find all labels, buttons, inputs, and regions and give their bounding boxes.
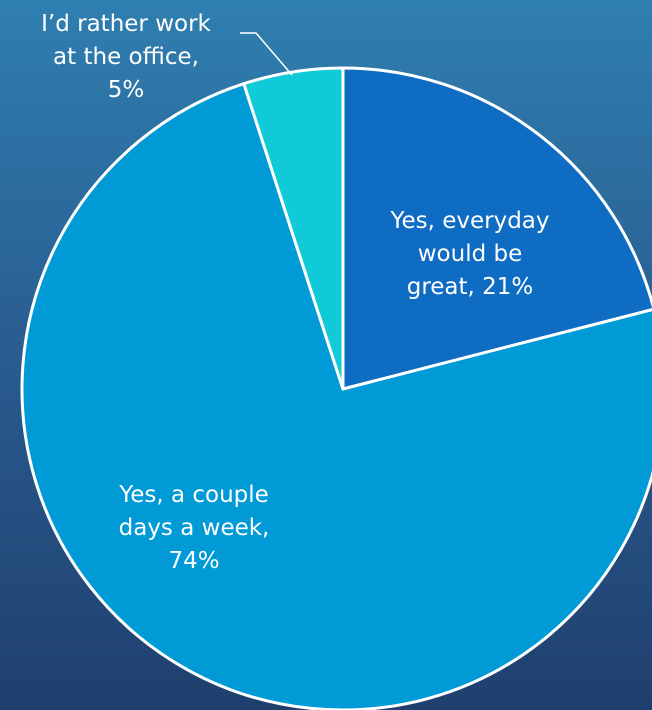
- slice-label-line: Yes, a couple: [118, 482, 269, 508]
- slice-label-line: I’d rather work: [41, 11, 211, 37]
- slice-label-line: great, 21%: [407, 274, 534, 300]
- slice-label-line: 74%: [168, 548, 219, 574]
- leader-line-office: [240, 32, 293, 76]
- slice-label-line: 5%: [108, 77, 145, 103]
- slice-labels: Yes, everyday would be great, 21% Yes, a co…: [41, 11, 549, 574]
- pie-slice-2: [20, 82, 652, 710]
- slice-label-line: Yes, everyday: [389, 208, 549, 234]
- slice-label-3: I’d rather work at the office, 5%: [41, 11, 211, 103]
- slice-label-line: would be: [418, 241, 523, 267]
- pie-slices: [20, 66, 652, 710]
- slice-label-line: days a week,: [119, 515, 270, 541]
- slice-label-line: at the office,: [53, 44, 199, 70]
- pie-slice-1: [341, 66, 652, 391]
- slice-label-1: Yes, everyday would be great, 21%: [389, 208, 549, 300]
- pie-slice-3: [242, 66, 345, 391]
- slice-label-2: Yes, a couple days a week, 74%: [118, 482, 269, 574]
